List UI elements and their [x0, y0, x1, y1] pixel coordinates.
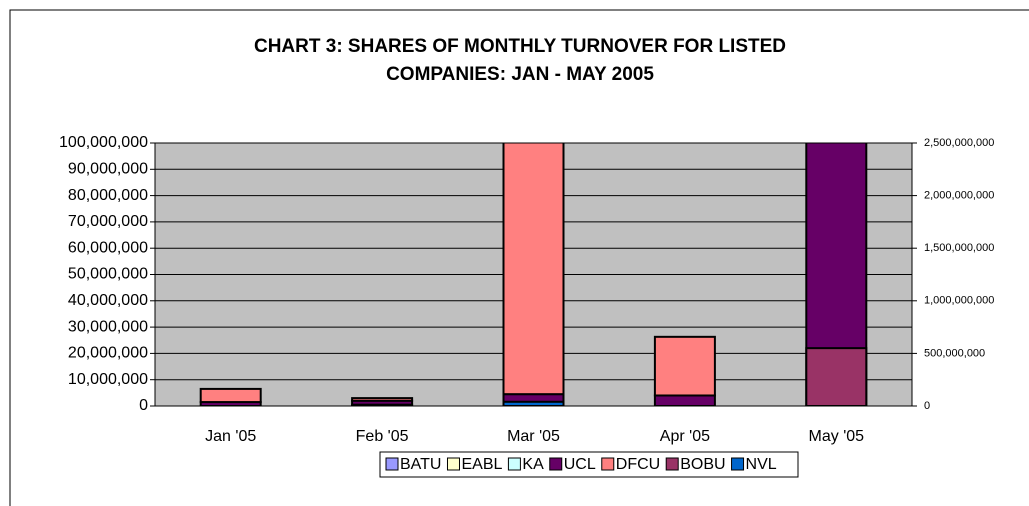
legend-swatch: [507, 457, 521, 471]
legend-swatch: [549, 457, 563, 471]
bar-segment: [502, 400, 565, 406]
chart-title: COMPANIES: JAN - MAY 2005: [386, 64, 654, 85]
y-tick-label: 90,000,000: [68, 161, 148, 178]
y-tick-label: 80,000,000: [68, 187, 148, 204]
legend-label: BATU: [400, 456, 441, 473]
x-tick-label: Feb '05: [356, 428, 409, 445]
legend-swatch: [665, 457, 679, 471]
y-tick-label: 50,000,000: [68, 266, 148, 283]
y-tick-label: 30,000,000: [68, 318, 148, 335]
legend-swatch: [385, 457, 399, 471]
x-tick-label: May '05: [809, 428, 865, 445]
y-tick-label: 40,000,000: [68, 292, 148, 309]
legend-swatch: [731, 457, 745, 471]
legend-swatch: [446, 457, 460, 471]
y2-tick-label: 2,500,000,000: [924, 137, 994, 149]
legend-label: UCL: [564, 456, 596, 473]
bar-segment: [653, 335, 716, 397]
legend-label: NVL: [746, 456, 777, 473]
bar-segment: [502, 143, 565, 396]
chart-title: CHART 3: SHARES OF MONTHLY TURNOVER FOR …: [254, 36, 786, 57]
y2-tick-label: 1,000,000,000: [924, 295, 994, 307]
y2-tick-label: 2,000,000,000: [924, 190, 994, 202]
legend-label: EABL: [461, 456, 502, 473]
y2-tick-label: 0: [924, 400, 930, 412]
y2-tick-label: 1,500,000,000: [924, 242, 994, 254]
bar-segment: [653, 394, 716, 406]
legend-label: KA: [522, 456, 544, 473]
y-tick-label: 0: [139, 397, 148, 414]
y2-tick-label: 500,000,000: [924, 347, 985, 359]
y-tick-label: 60,000,000: [68, 239, 148, 256]
bar-segment: [351, 397, 414, 402]
legend-label: DFCU: [616, 456, 660, 473]
x-tick-label: Mar '05: [507, 428, 560, 445]
y-tick-label: 10,000,000: [68, 371, 148, 388]
x-tick-label: Jan '05: [205, 428, 256, 445]
y-tick-label: 70,000,000: [68, 213, 148, 230]
legend-label: BOBU: [680, 456, 725, 473]
bar-segment: [199, 387, 262, 404]
y-tick-label: 20,000,000: [68, 345, 148, 362]
legend-swatch: [601, 457, 615, 471]
y-tick-label: 100,000,000: [59, 134, 148, 151]
x-tick-label: Apr '05: [660, 428, 710, 445]
bar-segment: [805, 347, 868, 406]
